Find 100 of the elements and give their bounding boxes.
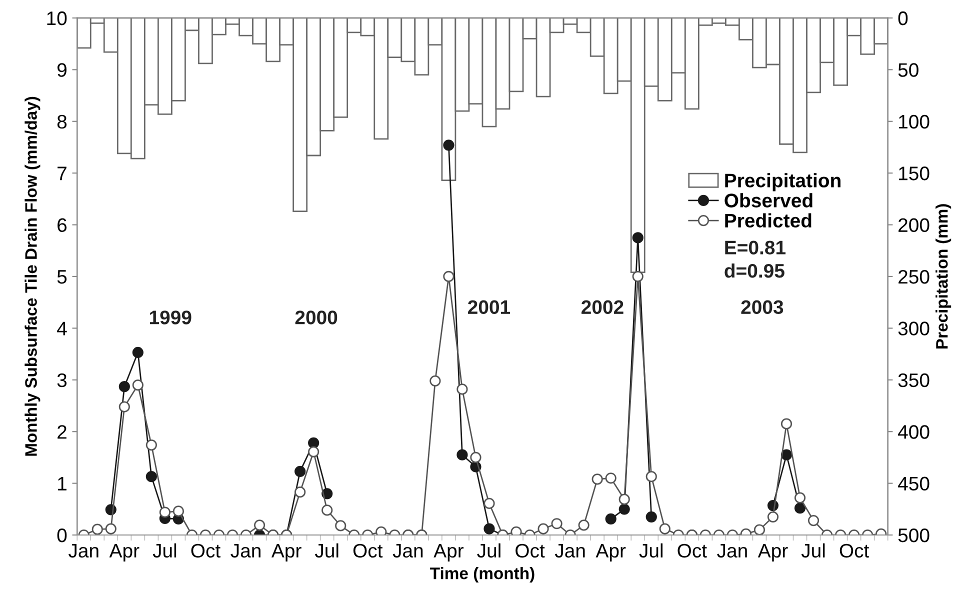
point — [484, 523, 495, 534]
point — [308, 437, 320, 449]
point — [335, 520, 346, 532]
point — [172, 506, 184, 517]
x-tick-label: Oct — [191, 544, 220, 558]
point — [254, 520, 266, 531]
y-axis-title: Monthly Subsurface Tile Drain Flow (mm/day) — [24, 96, 40, 456]
x-axis-title: Time (month) — [430, 567, 534, 583]
point — [322, 504, 333, 516]
x-tick-label: Jul — [152, 543, 176, 558]
y2-tick-label: 400 — [898, 425, 930, 439]
point — [618, 494, 630, 505]
point — [146, 439, 157, 451]
y-tick-label: 8 — [57, 114, 67, 129]
annotation: 2000 — [295, 310, 338, 324]
y2-tick-label: 150 — [899, 166, 930, 180]
point — [592, 474, 603, 485]
x-tick-label: Jan — [554, 544, 585, 558]
point — [659, 523, 670, 534]
y-tick-label: 7 — [58, 166, 66, 180]
annotation: 2001 — [468, 300, 510, 314]
x-tick-label: Oct — [516, 544, 545, 558]
annotation: 2003 — [741, 300, 784, 314]
point — [646, 511, 657, 522]
point — [632, 232, 644, 244]
annotation: 1999 — [150, 310, 192, 324]
x-tick-label: Apr — [109, 544, 140, 562]
point — [132, 346, 144, 358]
x-tick-label: Apr — [434, 544, 464, 562]
annotation: E=0.81 — [725, 240, 786, 254]
point — [605, 472, 616, 484]
point — [484, 498, 495, 510]
x-tick-label: Jan — [230, 544, 260, 558]
point — [92, 524, 103, 535]
legend-label: Observed — [724, 193, 812, 208]
point — [105, 523, 116, 534]
point — [376, 526, 387, 536]
x-tick-label: Oct — [353, 544, 383, 558]
x-tick-label: Oct — [678, 544, 707, 558]
x-tick-label: Apr — [596, 544, 626, 562]
x-tick-label: Apr — [758, 544, 788, 562]
point — [794, 492, 806, 504]
x-tick-label: Oct — [840, 544, 870, 558]
y2-tick-label: 450 — [898, 476, 930, 491]
point — [646, 471, 657, 482]
y-tick-label: 9 — [57, 63, 66, 77]
x-tick-label: Jul — [639, 543, 663, 558]
point — [794, 502, 806, 514]
point — [294, 486, 306, 498]
point — [443, 140, 454, 151]
annotation: 2002 — [582, 300, 624, 314]
x-tick-label: Jan — [717, 544, 747, 558]
point — [308, 446, 320, 458]
y2-tick-label: 200 — [898, 218, 930, 232]
y-tick-label: 5 — [57, 270, 67, 284]
y-tick-label: 6 — [58, 218, 67, 232]
legend-label: Predicted — [725, 213, 812, 228]
point — [118, 401, 130, 412]
point — [132, 380, 144, 391]
annotation: d=0.95 — [724, 263, 784, 278]
x-tick-label: Jan — [68, 544, 98, 558]
y2-tick-label: 250 — [898, 270, 930, 284]
point — [754, 524, 766, 536]
y2-tick-label: 350 — [898, 373, 930, 388]
point — [146, 471, 157, 482]
y-tick-label: 2 — [58, 425, 66, 439]
point — [808, 514, 820, 526]
point — [456, 449, 468, 460]
y2-tick-label: 300 — [898, 322, 930, 336]
y-tick-label: 3 — [57, 373, 67, 388]
point — [767, 511, 779, 522]
point — [605, 513, 616, 525]
y2-tick-label: 50 — [898, 63, 918, 77]
point — [118, 381, 130, 392]
point — [618, 504, 630, 515]
point — [632, 270, 644, 282]
legend-label: Precipitation — [725, 173, 840, 192]
point — [159, 506, 171, 518]
y-tick-label: 1 — [58, 476, 66, 490]
point — [538, 523, 549, 534]
x-tick-label: Apr — [271, 544, 302, 562]
y2-tick-label: 100 — [899, 114, 930, 129]
point — [578, 520, 590, 531]
x-tick-label: Jul — [477, 543, 500, 558]
x-tick-label: Jul — [314, 543, 338, 558]
point — [294, 466, 306, 477]
point — [430, 375, 441, 386]
point — [443, 270, 454, 282]
point — [780, 418, 792, 430]
y-tick-label: 4 — [57, 322, 67, 336]
point — [510, 526, 522, 536]
x-tick-label: Jan — [392, 544, 423, 558]
y2-tick-label: 0 — [898, 11, 908, 26]
y2-tick-label: 500 — [898, 528, 930, 542]
x-tick-label: Jul — [801, 543, 825, 558]
y2-axis-title: Precipitation (mm) — [936, 204, 952, 349]
y-tick-label: 0 — [57, 528, 67, 542]
point — [470, 452, 482, 464]
point — [456, 384, 468, 395]
y-tick-label: 10 — [47, 11, 67, 26]
